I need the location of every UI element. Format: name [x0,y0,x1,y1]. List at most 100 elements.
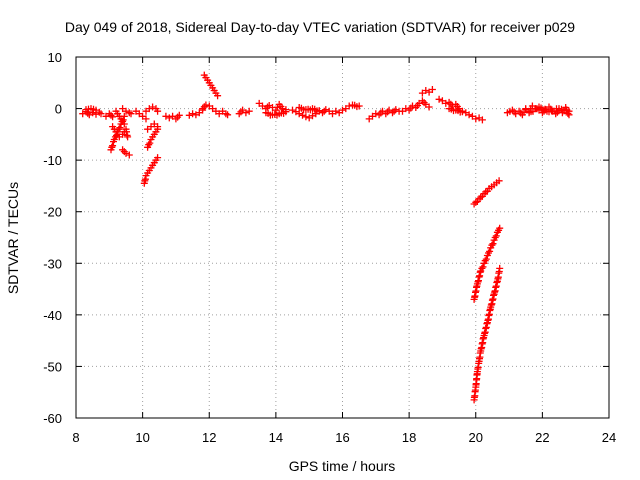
data-point [146,139,154,147]
data-point [122,149,130,157]
data-point [295,110,303,118]
data-point [496,264,504,272]
data-point [495,177,503,185]
series-s29 [445,105,466,116]
y-tick-label: -50 [43,359,62,374]
data-point [492,232,500,240]
series-s24 [325,101,363,118]
x-tick-label: 18 [402,430,416,445]
y-tick-label: -30 [43,256,62,271]
series-s06 [112,107,128,128]
data-point [125,109,133,117]
series-s09 [132,107,150,123]
series-s30 [468,112,486,124]
data-point [315,107,323,115]
series-s05 [109,123,132,141]
data-point [175,111,183,119]
series-s26 [399,97,433,115]
x-tick-label: 10 [135,430,149,445]
data-point [120,120,128,128]
series-s20 [255,99,290,114]
series-s18 [219,107,232,119]
data-point [299,111,306,119]
y-tick-label: -10 [43,153,62,168]
series-s19 [235,106,253,118]
data-point [149,103,157,111]
data-points [79,71,573,404]
data-point [435,95,443,103]
series-s10 [140,154,162,187]
data-point [482,255,490,263]
chart-title: Day 049 of 2018, Sidereal Day-to-day VTE… [65,19,575,35]
x-tick-label: 20 [469,430,483,445]
data-point [279,105,286,113]
data-point [282,108,290,116]
series-s33 [470,264,504,404]
series-s27 [418,86,436,97]
series-s17 [199,101,223,118]
series-s03 [102,110,117,121]
data-point [345,102,353,110]
data-point [425,103,433,111]
data-point [332,107,340,115]
data-point [165,114,173,122]
data-point [162,112,170,120]
data-point [486,247,494,255]
data-point [479,263,487,271]
series-s36 [525,103,573,117]
series-s16 [200,71,222,100]
data-point [355,102,363,110]
data-point [242,109,250,117]
series-s31 [470,177,503,208]
series-s23 [295,104,323,115]
x-tick-label: 16 [335,430,349,445]
x-axis-label: GPS time / hours [289,458,396,474]
data-point [109,113,117,121]
y-tick-label: 0 [55,102,62,117]
data-point [465,111,473,119]
data-point [92,106,100,114]
data-point [302,113,310,121]
data-point [372,110,380,118]
data-point [97,110,105,118]
data-point [478,264,486,272]
data-point [214,92,222,100]
data-point [108,143,116,151]
data-point [224,111,232,119]
data-point [116,124,124,132]
data-point [145,141,153,149]
data-point [154,154,162,162]
data-point [422,87,430,94]
data-point [125,151,133,159]
series-s12 [144,120,162,133]
x-tick-label: 24 [602,430,616,445]
series-s32 [470,224,504,303]
x-tick-label: 22 [535,430,549,445]
x-tick-label: 12 [202,430,216,445]
data-point [565,107,573,115]
y-tick-label: -60 [43,411,62,426]
data-point [109,142,117,150]
data-point [496,224,504,232]
data-point [202,101,210,109]
data-point [458,108,466,116]
data-point [428,86,436,93]
data-point [185,111,193,119]
series-s25 [365,106,403,123]
data-point [442,99,450,107]
data-point [488,241,496,249]
data-point [189,110,197,118]
data-point [322,106,330,114]
data-point [339,106,346,114]
data-point [481,257,489,265]
data-point [472,115,480,123]
data-point [485,249,492,257]
series-s08 [119,105,135,118]
data-point [245,107,253,115]
data-point [122,107,130,115]
data-point [127,110,135,118]
y-tick-label: -40 [43,308,62,323]
data-point [389,109,396,117]
data-point [491,234,499,241]
